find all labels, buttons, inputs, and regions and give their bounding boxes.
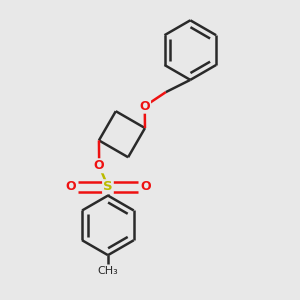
- Text: O: O: [140, 180, 151, 193]
- Text: S: S: [103, 180, 113, 193]
- Text: O: O: [94, 159, 104, 172]
- Text: O: O: [65, 180, 76, 193]
- Text: CH₃: CH₃: [98, 266, 118, 276]
- Text: O: O: [140, 100, 150, 113]
